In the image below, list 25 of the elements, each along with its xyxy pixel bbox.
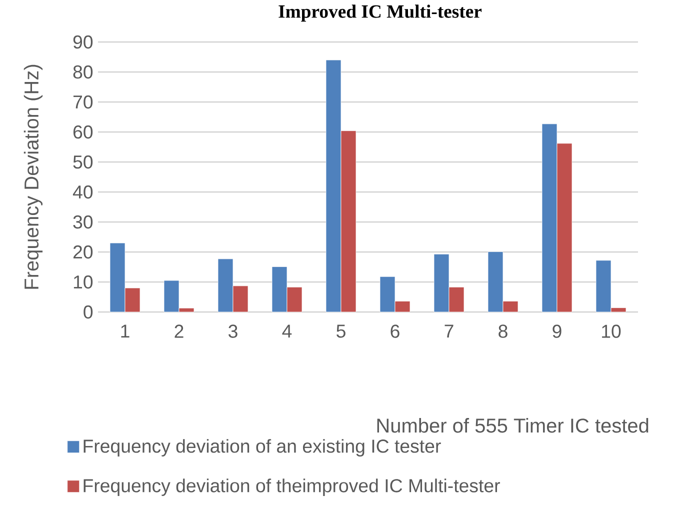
x-tick-label: 1 — [121, 324, 130, 338]
y-tick-label: 10 — [74, 275, 93, 289]
legend-label: Frequency deviation of an existing IC tester — [84, 439, 441, 456]
x-tick-label: 4 — [282, 324, 292, 338]
x-tick-label: 10 — [602, 324, 621, 338]
x-tick-label: 9 — [552, 324, 562, 338]
y-tick-label: 80 — [73, 65, 93, 79]
y-axis-title: Frequency Deviation (Hz) — [24, 64, 43, 289]
x-axis-title: Number of 555 Timer IC tested — [377, 418, 648, 433]
legend-label: Frequency deviation of theimproved IC Multi-tester — [84, 478, 500, 496]
x-tick-label: 7 — [444, 324, 454, 338]
y-tick-label: 70 — [73, 95, 93, 109]
y-tick-label: 30 — [73, 215, 93, 229]
y-tick-label: 0 — [84, 305, 93, 319]
x-tick-label: 3 — [228, 324, 238, 338]
y-tick-label: 40 — [72, 185, 93, 199]
x-tick-label: 2 — [174, 324, 184, 338]
y-tick-label: 90 — [73, 35, 93, 49]
x-tick-label: 5 — [336, 324, 346, 338]
chart-title: Improved IC Multi-tester — [278, 4, 482, 22]
y-tick-label: 60 — [73, 125, 93, 139]
y-tick-label: 20 — [73, 245, 93, 259]
y-tick-label: 50 — [73, 155, 93, 169]
x-tick-label: 6 — [390, 324, 400, 338]
x-tick-label: 8 — [498, 324, 508, 338]
